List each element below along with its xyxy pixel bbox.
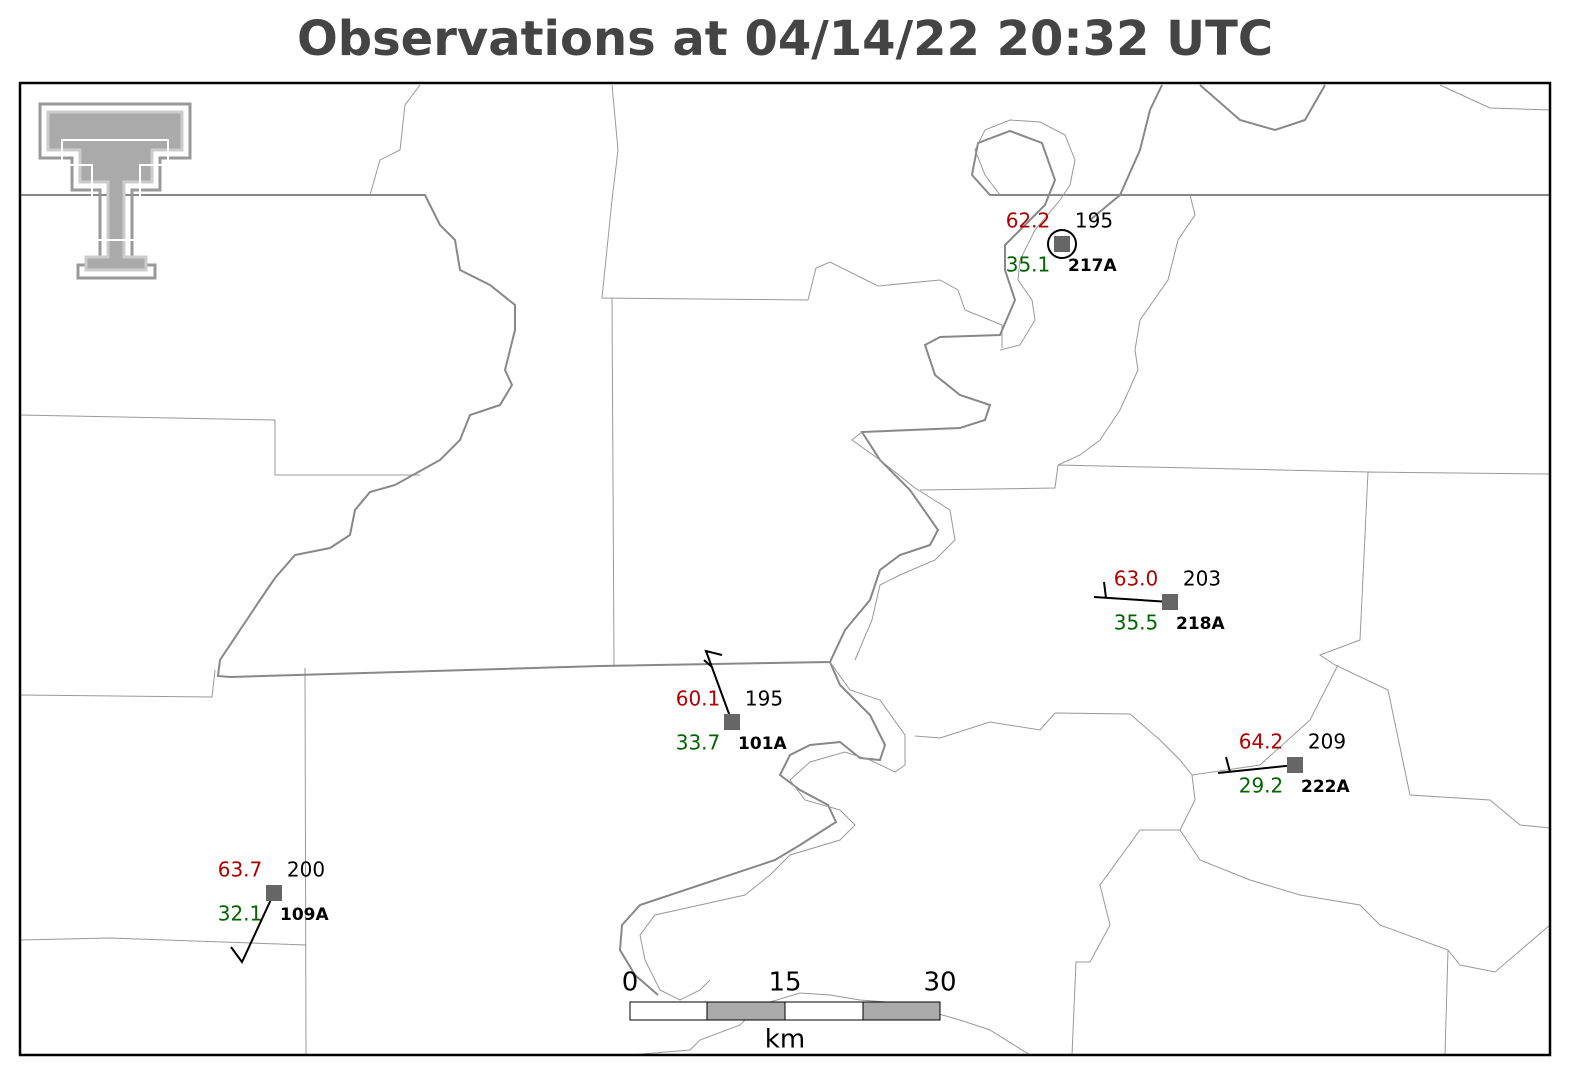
dewpoint: 33.7 [676, 731, 721, 755]
station-id: 101A [738, 734, 787, 754]
pressure: 200 [287, 858, 325, 882]
pressure: 209 [1308, 730, 1346, 754]
title: Observations at 04/14/22 20:32 UTC [297, 11, 1273, 67]
station: 63.0 203 35.5 218A [1114, 567, 1226, 635]
temperature: 64.2 [1239, 730, 1284, 754]
scale-label: 0 [622, 968, 639, 998]
scale-label: 30 [923, 968, 956, 998]
map-frame [18, 81, 1552, 1057]
station: 62.2 195 35.1 217A [1006, 209, 1118, 277]
station-id: 222A [1301, 777, 1350, 797]
basemap [19, 84, 1551, 1056]
station-marker [1054, 236, 1070, 252]
scale-unit: km [765, 1025, 805, 1055]
temperature: 63.7 [218, 858, 263, 882]
station-marker [266, 885, 282, 901]
station-id: 218A [1176, 614, 1225, 634]
dewpoint: 35.1 [1006, 253, 1051, 277]
station: 64.2 209 29.2 222A [1239, 730, 1351, 798]
scale-label: 15 [768, 968, 801, 998]
station-marker [724, 714, 740, 730]
scale-bar: 0 15 30 km [622, 968, 957, 1055]
temperature: 62.2 [1006, 209, 1051, 233]
dewpoint: 29.2 [1239, 774, 1284, 798]
logo [38, 102, 192, 280]
station: 63.7 200 32.1 109A [218, 858, 330, 926]
stations: 62.2 195 35.1 217A 63.0 203 35.5 218A 60.1 195 33.… [218, 209, 1351, 926]
station-marker [1162, 594, 1178, 610]
pressure: 195 [1075, 209, 1113, 233]
temperature: 60.1 [676, 687, 721, 711]
pressure: 203 [1183, 567, 1221, 591]
station-id: 109A [280, 905, 329, 925]
dewpoint: 35.5 [1114, 611, 1159, 635]
wind-barbs [230, 229, 1296, 964]
temperature: 63.0 [1114, 567, 1159, 591]
pressure: 195 [745, 687, 783, 711]
station-marker [1287, 757, 1303, 773]
station-id: 217A [1068, 256, 1117, 276]
station: 60.1 195 33.7 101A [676, 687, 788, 755]
dewpoint: 32.1 [218, 902, 263, 926]
